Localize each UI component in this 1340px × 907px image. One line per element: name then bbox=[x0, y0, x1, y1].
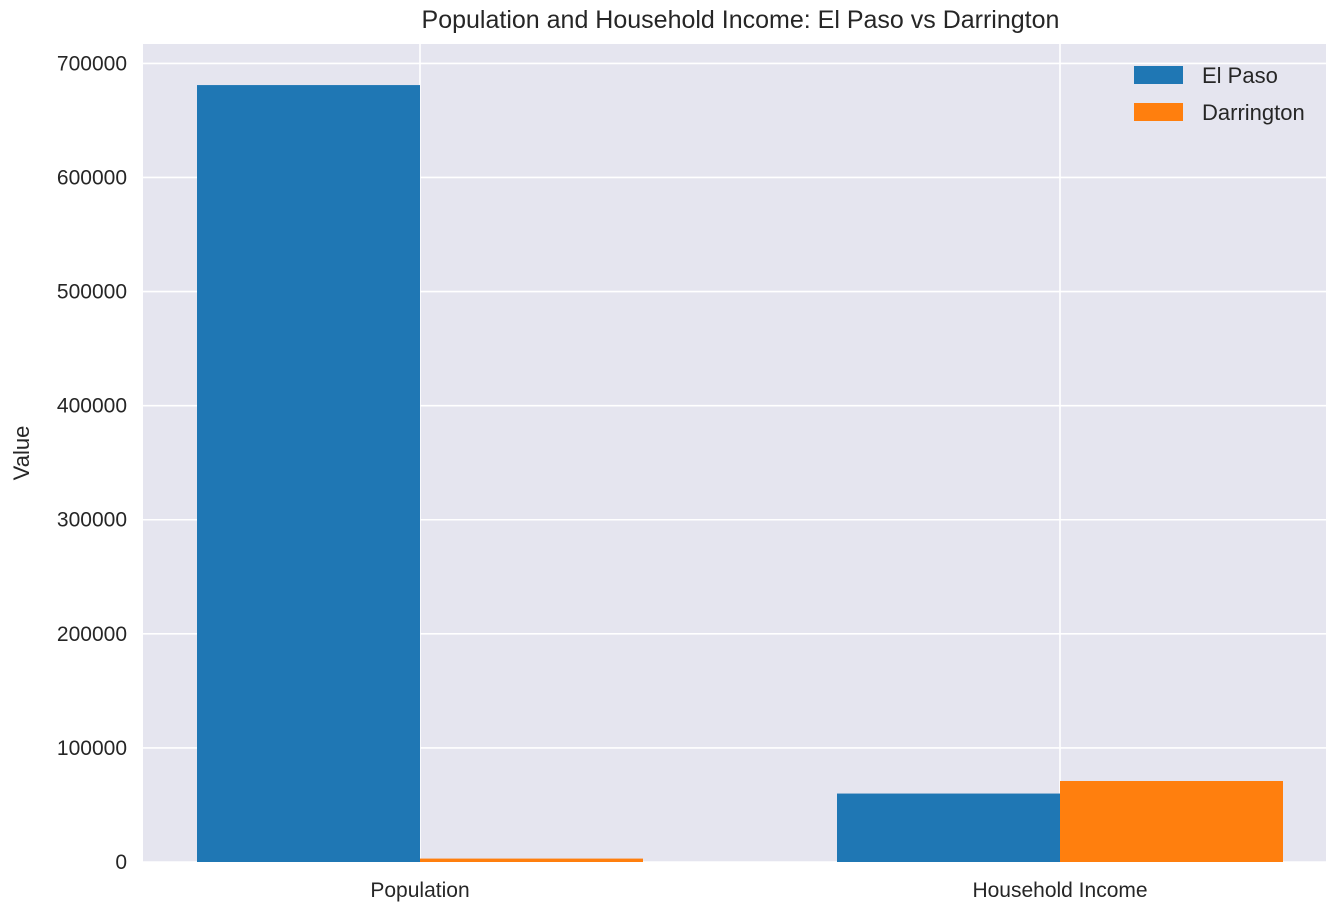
bar-el-paso-household-income bbox=[837, 793, 1060, 862]
legend: El Paso Darrington bbox=[1134, 63, 1305, 125]
chart-title: Population and Household Income: El Paso… bbox=[422, 6, 1060, 34]
x-tick-label: Household Income bbox=[972, 879, 1147, 902]
legend-label: Darrington bbox=[1202, 100, 1305, 125]
y-tick-label: 500000 bbox=[57, 281, 127, 304]
y-tick-label: 0 bbox=[115, 851, 127, 874]
y-axis-label: Value bbox=[9, 426, 34, 481]
y-tick-label: 400000 bbox=[57, 395, 127, 418]
bars bbox=[197, 85, 1283, 863]
legend-label: El Paso bbox=[1202, 63, 1278, 88]
y-tick-label: 200000 bbox=[57, 623, 127, 646]
y-tick-label: 100000 bbox=[57, 737, 127, 760]
bar-darrington-population bbox=[420, 858, 643, 862]
y-tick-label: 700000 bbox=[57, 52, 127, 75]
bar-darrington-household-income bbox=[1060, 780, 1283, 862]
y-tick-label: 600000 bbox=[57, 166, 127, 189]
legend-swatch bbox=[1134, 103, 1183, 121]
x-axis-ticks: Population Household Income bbox=[370, 879, 1147, 902]
bar-el-paso-population bbox=[197, 85, 420, 863]
y-axis-ticks: 0 100000 200000 300000 400000 500000 600000 700… bbox=[57, 52, 127, 874]
legend-swatch bbox=[1134, 66, 1183, 84]
y-tick-label: 300000 bbox=[57, 509, 127, 532]
x-tick-label: Population bbox=[370, 879, 469, 902]
